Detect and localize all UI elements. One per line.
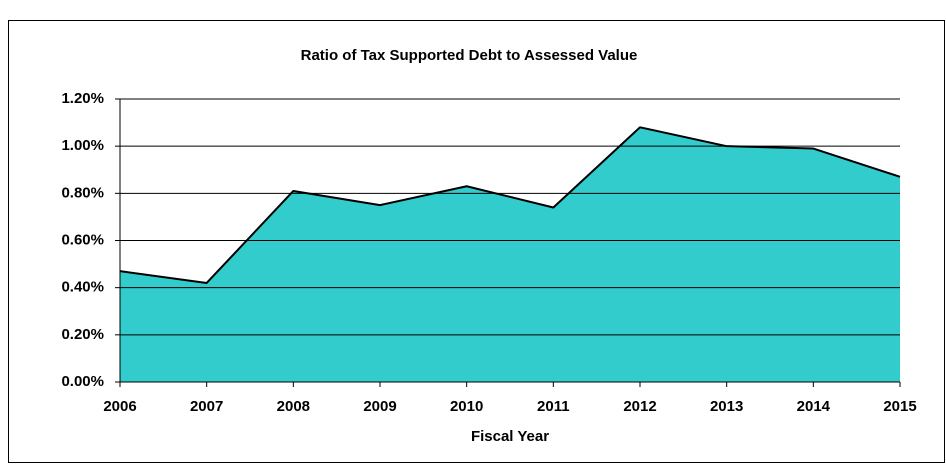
x-tick-label: 2009 xyxy=(363,398,396,415)
x-tick-label: 2010 xyxy=(450,398,483,415)
x-axis-label: Fiscal Year xyxy=(471,428,549,445)
x-tick-label: 2008 xyxy=(277,398,310,415)
x-tick-label: 2012 xyxy=(623,398,656,415)
area-line xyxy=(119,126,901,284)
chart-title: Ratio of Tax Supported Debt to Assessed … xyxy=(301,47,638,64)
y-tick-label: 1.00% xyxy=(61,137,104,154)
x-tick-label: 2006 xyxy=(103,398,136,415)
y-tick-label: 1.20% xyxy=(61,90,104,107)
x-tick-label: 2013 xyxy=(710,398,743,415)
y-tick-label: 0.20% xyxy=(61,326,104,343)
area xyxy=(120,127,900,382)
y-tick-label: 0.40% xyxy=(61,279,104,296)
x-tick-label: 2014 xyxy=(797,398,831,415)
y-tick-label: 0.00% xyxy=(61,373,104,390)
x-tick-label: 2007 xyxy=(190,398,223,415)
y-tick-label: 0.80% xyxy=(61,184,104,201)
x-tick-label: 2015 xyxy=(883,398,916,415)
x-tick-label: 2011 xyxy=(537,398,570,415)
y-tick-label: 0.60% xyxy=(61,231,104,248)
